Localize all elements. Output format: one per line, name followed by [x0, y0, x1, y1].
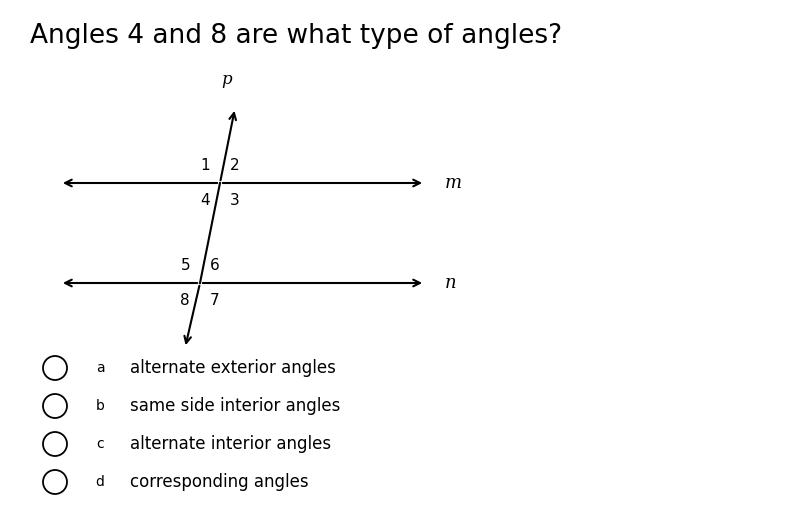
- Text: 6: 6: [210, 258, 220, 273]
- Text: m: m: [445, 174, 462, 192]
- Text: a: a: [96, 361, 104, 375]
- Text: c: c: [96, 437, 104, 451]
- Text: corresponding angles: corresponding angles: [130, 473, 309, 491]
- Text: alternate interior angles: alternate interior angles: [130, 435, 331, 453]
- Text: 8: 8: [180, 293, 190, 308]
- Text: 4: 4: [200, 193, 210, 208]
- Text: d: d: [95, 475, 105, 489]
- Text: 7: 7: [210, 293, 220, 308]
- Text: n: n: [445, 274, 457, 292]
- Text: Angles 4 and 8 are what type of angles?: Angles 4 and 8 are what type of angles?: [30, 23, 562, 49]
- Text: same side interior angles: same side interior angles: [130, 397, 340, 415]
- Text: p: p: [222, 71, 232, 88]
- Text: 1: 1: [200, 158, 210, 173]
- Text: 5: 5: [180, 258, 190, 273]
- Text: 3: 3: [230, 193, 240, 208]
- Text: alternate exterior angles: alternate exterior angles: [130, 359, 336, 377]
- Text: 2: 2: [230, 158, 240, 173]
- Text: b: b: [95, 399, 105, 413]
